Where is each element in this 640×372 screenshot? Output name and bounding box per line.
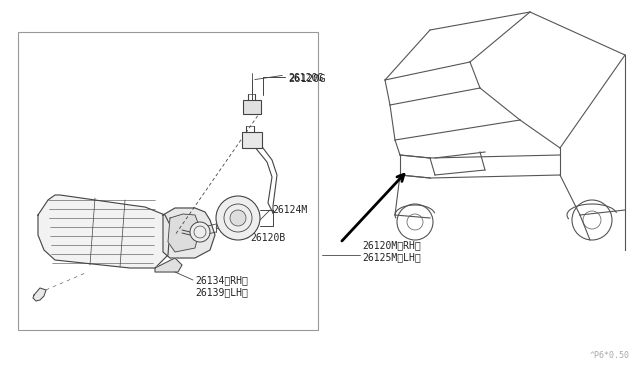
Polygon shape [38, 195, 170, 268]
Text: 26134〈RH〉: 26134〈RH〉 [195, 275, 248, 285]
Bar [242, 132, 262, 148]
Bar [18, 32, 318, 330]
Bar [243, 100, 261, 114]
Polygon shape [155, 258, 182, 272]
Text: 26120M〈RH〉: 26120M〈RH〉 [362, 240, 420, 250]
Circle shape [216, 196, 260, 240]
Circle shape [190, 222, 210, 242]
Text: 26120G: 26120G [288, 74, 326, 84]
Text: 26120B: 26120B [250, 233, 285, 243]
Polygon shape [163, 208, 215, 258]
Polygon shape [168, 214, 200, 252]
Text: ^P6*0.50: ^P6*0.50 [590, 351, 630, 360]
Text: 26139〈LH〉: 26139〈LH〉 [195, 287, 248, 297]
Text: 26120G: 26120G [288, 73, 323, 83]
Circle shape [230, 210, 246, 226]
Text: 26125M〈LH〉: 26125M〈LH〉 [362, 252, 420, 262]
Polygon shape [33, 288, 46, 301]
Text: 26124M: 26124M [272, 205, 307, 215]
